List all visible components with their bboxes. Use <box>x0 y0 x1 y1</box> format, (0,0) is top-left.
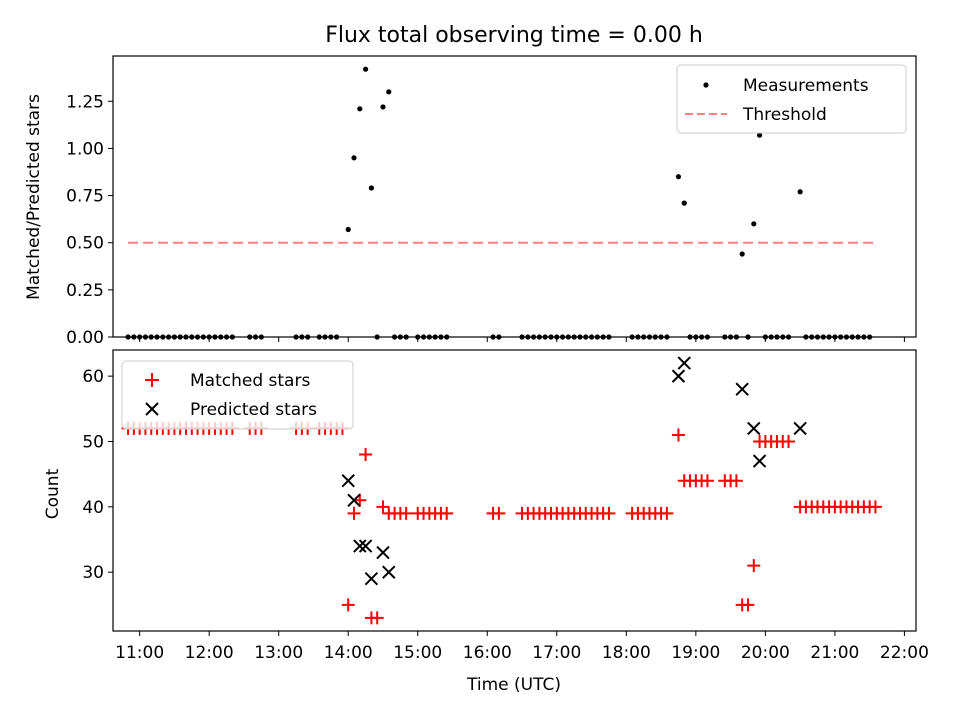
matched-star-point <box>671 428 685 442</box>
bottom-y-ticks: 30 40 50 60 <box>82 367 113 583</box>
measurement-point <box>386 89 392 95</box>
matched-star-point <box>602 506 616 520</box>
measurement-point <box>357 106 363 112</box>
top-y-tick-label: 0.25 <box>66 281 104 301</box>
x-tick-label: 14:00 <box>324 643 373 663</box>
predicted-star-point <box>793 421 807 436</box>
predicted-stars-points <box>341 356 807 586</box>
matched-star-point <box>376 500 390 514</box>
legend-matched-marker <box>145 373 159 387</box>
top-axes-frame <box>112 55 917 338</box>
matched-star-point <box>782 434 796 448</box>
top-y-tick-label: 0.50 <box>66 234 104 254</box>
predicted-star-point <box>364 572 379 586</box>
ratio-panel: Flux total observing time = 0.00 h Match… <box>24 23 917 348</box>
measurement-point <box>368 185 374 191</box>
top-y-tick-label: 1.00 <box>66 139 104 159</box>
matched-star-point <box>492 506 506 520</box>
bottom-legend: Matched stars Predicted stars <box>121 360 354 430</box>
bottom-y-axis-label: Count <box>43 468 63 519</box>
matched-star-point <box>747 559 761 573</box>
measurement-point <box>351 155 357 161</box>
predicted-star-point <box>376 545 390 560</box>
x-axis-label: Time (UTC) <box>466 675 561 695</box>
x-tick-label: 12:00 <box>185 643 234 663</box>
measurement-point <box>797 189 803 195</box>
predicted-star-point <box>752 454 767 468</box>
matched-star-point <box>353 493 367 507</box>
bottom-y-tick-label: 40 <box>82 498 104 518</box>
predicted-star-point <box>677 356 691 370</box>
top-y-ticks: 0.00 0.25 0.50 0.75 1.00 1.25 <box>66 92 113 348</box>
predicted-star-point <box>382 565 396 579</box>
matched-star-point <box>347 506 361 520</box>
legend-label-measurements: Measurements <box>743 76 869 96</box>
matched-star-point <box>729 474 743 488</box>
top-legend: Measurements Threshold <box>676 64 907 134</box>
measurement-point <box>751 221 757 227</box>
x-tick-label: 15:00 <box>393 643 442 663</box>
predicted-star-point <box>347 493 361 508</box>
legend-label-matched: Matched stars <box>190 371 310 391</box>
predicted-star-point <box>358 539 373 553</box>
measurement-point <box>756 132 763 138</box>
predicted-star-point <box>735 382 749 396</box>
bottom-legend-box <box>121 360 354 430</box>
matched-star-point <box>868 500 882 514</box>
matched-star-point <box>741 598 755 612</box>
top-y-axis-label: Matched/Predicted stars <box>24 94 44 300</box>
measurement-point <box>739 251 745 257</box>
measurement-point <box>345 226 351 233</box>
x-tick-label: 19:00 <box>671 643 720 663</box>
chart-title: Flux total observing time = 0.00 h <box>325 23 703 48</box>
x-tick-label: 17:00 <box>532 643 581 663</box>
matched-star-point <box>660 506 674 520</box>
predicted-star-point <box>341 473 355 488</box>
measurement-point <box>380 104 386 110</box>
legend-predicted-marker <box>145 402 159 416</box>
bottom-axes-frame <box>112 349 917 632</box>
measurement-point <box>681 200 687 206</box>
matched-star-point <box>399 506 413 520</box>
legend-label-threshold: Threshold <box>742 105 827 125</box>
predicted-star-point <box>747 421 761 436</box>
legend-label-predicted: Predicted stars <box>190 400 317 420</box>
predicted-star-point <box>671 369 686 383</box>
top-y-tick-label: 0.75 <box>66 187 104 207</box>
top-y-tick-label: 0.00 <box>66 328 104 348</box>
top-legend-box <box>676 64 907 134</box>
x-tick-label: 18:00 <box>602 643 651 663</box>
matched-star-point <box>370 611 384 625</box>
top-y-tick-label: 1.25 <box>66 92 104 112</box>
matched-star-point <box>700 474 714 488</box>
bottom-x-ticks: 11:00 12:00 13:00 14:00 15:00 16:00 17:00 18:00… <box>115 631 929 663</box>
bottom-y-tick-label: 60 <box>82 367 104 387</box>
x-tick-label: 11:00 <box>115 643 164 663</box>
x-tick-label: 13:00 <box>254 643 303 663</box>
measurement-point <box>363 66 369 72</box>
count-panel: Count Time (UTC) 30 40 50 60 11:00 12:00 13:0… <box>43 349 929 695</box>
matched-star-point <box>440 506 454 520</box>
bottom-y-tick-label: 50 <box>82 432 104 452</box>
matched-star-point <box>359 448 373 462</box>
predicted-star-point <box>353 539 367 553</box>
x-tick-label: 16:00 <box>463 643 512 663</box>
legend-measurement-marker <box>703 82 709 88</box>
measurement-point <box>675 174 682 180</box>
x-tick-label: 20:00 <box>741 643 790 663</box>
x-tick-label: 21:00 <box>810 643 859 663</box>
bottom-y-tick-label: 30 <box>82 563 104 583</box>
x-tick-label: 22:00 <box>880 643 929 663</box>
matched-star-point <box>341 598 355 612</box>
